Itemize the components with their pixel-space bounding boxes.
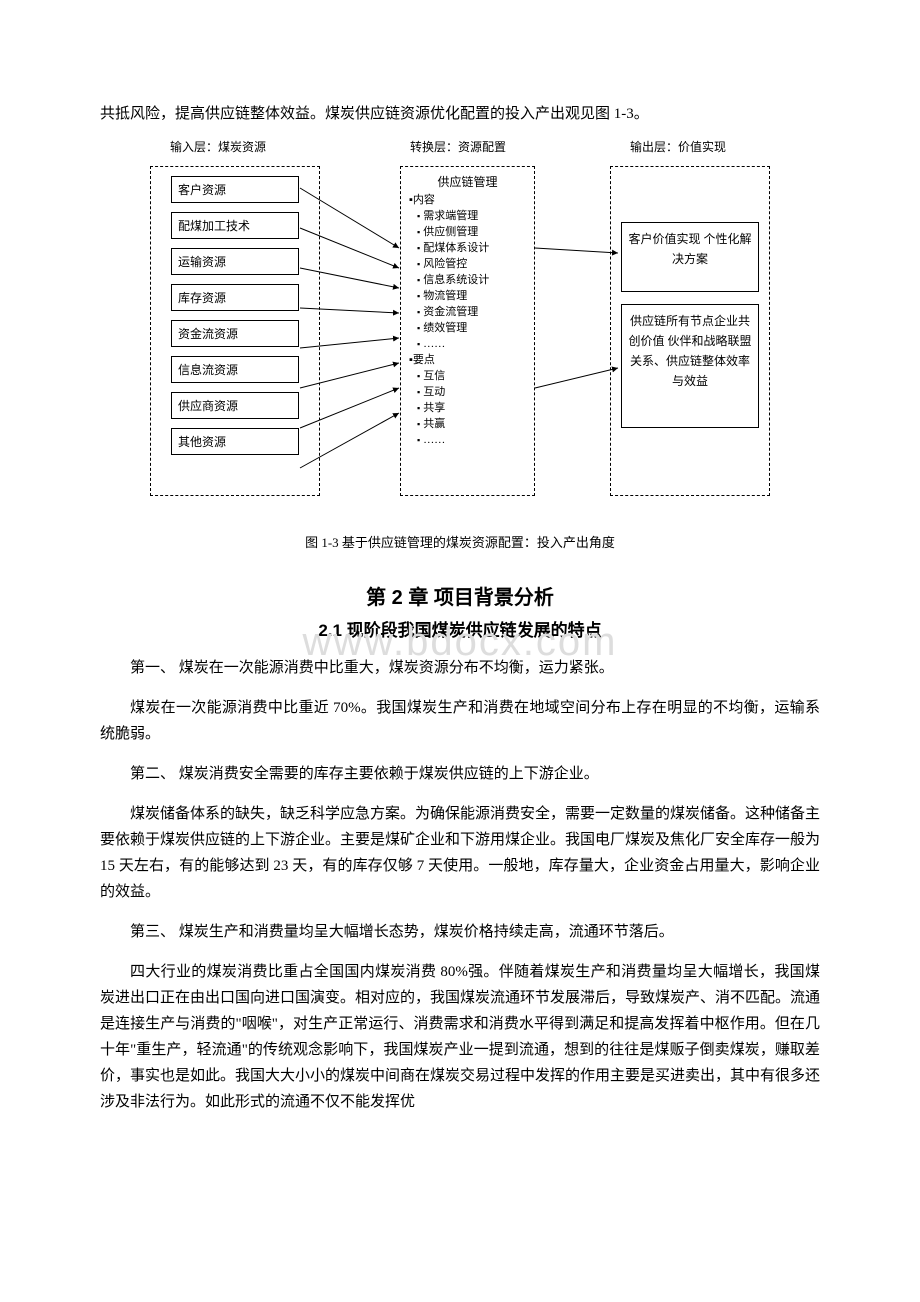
trans-point-item: 互信 bbox=[417, 368, 532, 384]
input-column: 客户资源 配煤加工技术 运输资源 库存资源 资金流资源 信息流资源 供应商资源 … bbox=[150, 166, 320, 496]
trans-layer-label: 转换层：资源配置 bbox=[410, 138, 506, 155]
transform-column: 供应链管理 ▪内容 需求端管理 供应侧管理 配煤体系设计 风险管控 信息系统设计… bbox=[400, 166, 535, 496]
trans-content-item: 风险管控 bbox=[417, 256, 532, 272]
trans-content-label-text: 内容 bbox=[413, 194, 435, 206]
section-title: 2.1 现阶段我国煤炭供应链发展的特点 bbox=[100, 616, 820, 641]
trans-point-item: 共享 bbox=[417, 400, 532, 416]
input-box: 运输资源 bbox=[171, 248, 299, 275]
input-box: 供应商资源 bbox=[171, 392, 299, 419]
input-box: 库存资源 bbox=[171, 284, 299, 311]
input-box: 其他资源 bbox=[171, 428, 299, 455]
trans-content-item: 物流管理 bbox=[417, 288, 532, 304]
trans-content-item: …… bbox=[417, 336, 532, 352]
paragraph: 四大行业的煤炭消费比重占全国国内煤炭消费 80%强。伴随着煤炭生产和消费量均呈大… bbox=[100, 959, 820, 1115]
output-box-top: 客户价值实现 个性化解决方案 bbox=[621, 222, 759, 292]
trans-point-item: …… bbox=[417, 432, 532, 448]
output-layer-label: 输出层：价值实现 bbox=[630, 138, 726, 155]
lead-paragraph: 共抵风险，提高供应链整体效益。煤炭供应链资源优化配置的投入产出观见图 1-3。 bbox=[100, 100, 820, 128]
trans-content-item: 供应侧管理 bbox=[417, 224, 532, 240]
trans-point-item: 互动 bbox=[417, 384, 532, 400]
paragraph: 煤炭在一次能源消费中比重近 70%。我国煤炭生产和消费在地域空间分布上存在明显的… bbox=[100, 695, 820, 747]
trans-point-item: 共赢 bbox=[417, 416, 532, 432]
trans-content-item: 信息系统设计 bbox=[417, 272, 532, 288]
trans-header: 供应链管理 bbox=[403, 173, 532, 190]
chapter-title: 第 2 章 项目背景分析 bbox=[100, 581, 820, 610]
paragraph: 第三、 煤炭生产和消费量均呈大幅增长态势，煤炭价格持续走高，流通环节落后。 bbox=[100, 919, 820, 945]
figure-caption: 图 1-3 基于供应链管理的煤炭资源配置：投入产出角度 bbox=[100, 532, 820, 551]
output-box-bot: 供应链所有节点企业共创价值 伙伴和战略联盟关系、供应链整体效率与效益 bbox=[621, 304, 759, 428]
trans-content-item: 配煤体系设计 bbox=[417, 240, 532, 256]
input-box: 配煤加工技术 bbox=[171, 212, 299, 239]
trans-points-label: ▪要点 bbox=[409, 352, 532, 368]
input-box: 资金流资源 bbox=[171, 320, 299, 347]
trans-content-item: 需求端管理 bbox=[417, 208, 532, 224]
io-diagram: 输入层：煤炭资源 转换层：资源配置 输出层：价值实现 客户资源 配煤加工技术 运… bbox=[150, 138, 770, 528]
paragraph: 第二、 煤炭消费安全需要的库存主要依赖于煤炭供应链的上下游企业。 bbox=[100, 761, 820, 787]
trans-content-label: ▪内容 bbox=[409, 192, 532, 208]
trans-content-item: 资金流管理 bbox=[417, 304, 532, 320]
paragraph: 第一、 煤炭在一次能源消费中比重大，煤炭资源分布不均衡，运力紧张。 bbox=[100, 655, 820, 681]
trans-content-item: 绩效管理 bbox=[417, 320, 532, 336]
paragraph: 煤炭储备体系的缺失，缺乏科学应急方案。为确保能源消费安全，需要一定数量的煤炭储备… bbox=[100, 801, 820, 905]
input-box: 客户资源 bbox=[171, 176, 299, 203]
output-column: 客户价值实现 个性化解决方案 供应链所有节点企业共创价值 伙伴和战略联盟关系、供… bbox=[610, 166, 770, 496]
trans-points-label-text: 要点 bbox=[413, 354, 435, 366]
input-layer-label: 输入层：煤炭资源 bbox=[170, 138, 266, 155]
input-box: 信息流资源 bbox=[171, 356, 299, 383]
